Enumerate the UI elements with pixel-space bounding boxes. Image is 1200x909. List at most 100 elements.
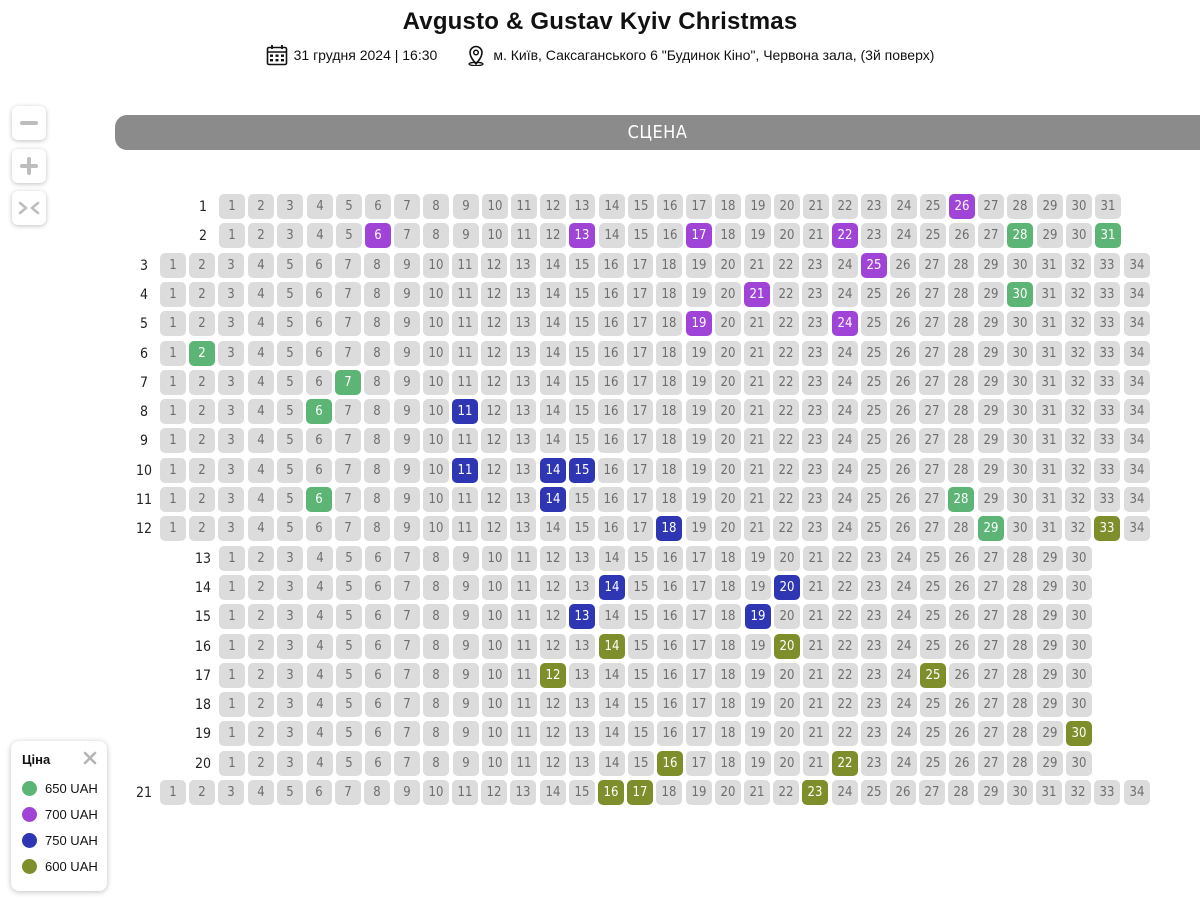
seat-unavailable: 32 <box>1065 780 1091 805</box>
seat-available[interactable]: 14 <box>599 575 625 600</box>
legend-dot <box>22 833 37 848</box>
seat-available[interactable]: 15 <box>569 458 595 483</box>
seat-available[interactable]: 14 <box>540 458 566 483</box>
seat-unavailable: 16 <box>657 575 683 600</box>
seat-available[interactable]: 11 <box>452 458 478 483</box>
zoom-in-button[interactable] <box>12 149 46 183</box>
seat-unavailable: 15 <box>569 311 595 336</box>
seat-unavailable: 28 <box>948 311 974 336</box>
seat-unavailable: 13 <box>569 634 595 659</box>
seat-unavailable: 34 <box>1124 458 1150 483</box>
seat-available[interactable]: 26 <box>949 194 975 219</box>
seat-unavailable: 25 <box>861 370 887 395</box>
seat-unavailable: 9 <box>394 370 420 395</box>
seat-unavailable: 22 <box>773 399 799 424</box>
seat-available[interactable]: 28 <box>1007 223 1033 248</box>
seat-unavailable: 18 <box>715 223 741 248</box>
seat-unavailable: 10 <box>423 458 449 483</box>
seat-unavailable: 30 <box>1066 604 1092 629</box>
seat-unavailable: 7 <box>335 458 361 483</box>
seat-unavailable: 17 <box>627 341 653 366</box>
seat-unavailable: 17 <box>686 751 712 776</box>
row-label: 20 <box>194 755 212 772</box>
seat-available[interactable]: 2 <box>189 341 215 366</box>
seat-available[interactable]: 24 <box>832 311 858 336</box>
seat-unavailable: 5 <box>336 692 362 717</box>
seat-unavailable: 12 <box>481 487 507 512</box>
seat-unavailable: 6 <box>365 663 391 688</box>
seat-available[interactable]: 11 <box>452 399 478 424</box>
seat-available[interactable]: 13 <box>569 604 595 629</box>
seat-unavailable: 19 <box>745 721 771 746</box>
reset-zoom-button[interactable] <box>12 191 46 225</box>
seat-available[interactable]: 18 <box>656 516 682 541</box>
seat-unavailable: 31 <box>1095 194 1121 219</box>
seat-unavailable: 25 <box>920 546 946 571</box>
seat-unavailable: 14 <box>599 751 625 776</box>
seat-unavailable: 25 <box>861 487 887 512</box>
seat-unavailable: 8 <box>364 428 390 453</box>
seat-unavailable: 5 <box>336 634 362 659</box>
seat-unavailable: 5 <box>277 780 303 805</box>
close-icon[interactable] <box>81 749 99 767</box>
seat-unavailable: 28 <box>948 458 974 483</box>
seat-unavailable: 18 <box>656 282 682 307</box>
seat-available[interactable]: 14 <box>599 634 625 659</box>
seat-unavailable: 23 <box>861 663 887 688</box>
seat-unavailable: 13 <box>510 370 536 395</box>
seat-available[interactable]: 13 <box>569 223 595 248</box>
seat-available[interactable]: 30 <box>1066 721 1092 746</box>
seat-available[interactable]: 14 <box>540 487 566 512</box>
zoom-out-button[interactable] <box>12 106 46 140</box>
seat-unavailable: 20 <box>774 604 800 629</box>
seat-unavailable: 16 <box>598 399 624 424</box>
seat-unavailable: 10 <box>423 341 449 366</box>
seat-available[interactable]: 6 <box>306 487 332 512</box>
seat-unavailable: 26 <box>890 458 916 483</box>
seat-available[interactable]: 6 <box>306 399 332 424</box>
seat-unavailable: 27 <box>919 253 945 278</box>
seat-available[interactable]: 23 <box>802 780 828 805</box>
seat-available[interactable]: 20 <box>774 634 800 659</box>
seat-unavailable: 2 <box>189 253 215 278</box>
seat-unavailable: 2 <box>248 751 274 776</box>
seat-available[interactable]: 20 <box>774 575 800 600</box>
seat-available[interactable]: 29 <box>978 516 1004 541</box>
seat-unavailable: 13 <box>569 663 595 688</box>
seat-unavailable: 4 <box>248 487 274 512</box>
seat-unavailable: 8 <box>423 575 449 600</box>
seat-available[interactable]: 25 <box>920 663 946 688</box>
seat-unavailable: 3 <box>218 311 244 336</box>
seat-unavailable: 31 <box>1036 516 1062 541</box>
seat-unavailable: 5 <box>336 194 362 219</box>
seat-available[interactable]: 16 <box>657 751 683 776</box>
seat-unavailable: 32 <box>1065 487 1091 512</box>
seat-unavailable: 19 <box>686 341 712 366</box>
seat-available[interactable]: 22 <box>832 223 858 248</box>
seat-available[interactable]: 6 <box>365 223 391 248</box>
seat-available[interactable]: 21 <box>744 282 770 307</box>
seat-available[interactable]: 19 <box>686 311 712 336</box>
seat-available[interactable]: 17 <box>627 780 653 805</box>
seat-unavailable: 25 <box>861 311 887 336</box>
seat-unavailable: 29 <box>978 399 1004 424</box>
seat-available[interactable]: 17 <box>686 223 712 248</box>
seat-unavailable: 5 <box>277 458 303 483</box>
seat-unavailable: 23 <box>802 253 828 278</box>
seat-available[interactable]: 19 <box>745 604 771 629</box>
seat-unavailable: 26 <box>949 604 975 629</box>
seat-unavailable: 24 <box>832 253 858 278</box>
row-label: 8 <box>139 403 148 420</box>
seat-available[interactable]: 7 <box>335 370 361 395</box>
seat-available[interactable]: 25 <box>861 253 887 278</box>
seat-unavailable: 22 <box>773 780 799 805</box>
seat-available[interactable]: 22 <box>832 751 858 776</box>
seat-available[interactable]: 16 <box>598 780 624 805</box>
seat-available[interactable]: 12 <box>540 663 566 688</box>
seat-unavailable: 11 <box>452 282 478 307</box>
seat-available[interactable]: 31 <box>1095 223 1121 248</box>
seat-available[interactable]: 30 <box>1007 282 1033 307</box>
seat-unavailable: 24 <box>832 487 858 512</box>
seat-available[interactable]: 33 <box>1094 516 1120 541</box>
seat-available[interactable]: 28 <box>948 487 974 512</box>
